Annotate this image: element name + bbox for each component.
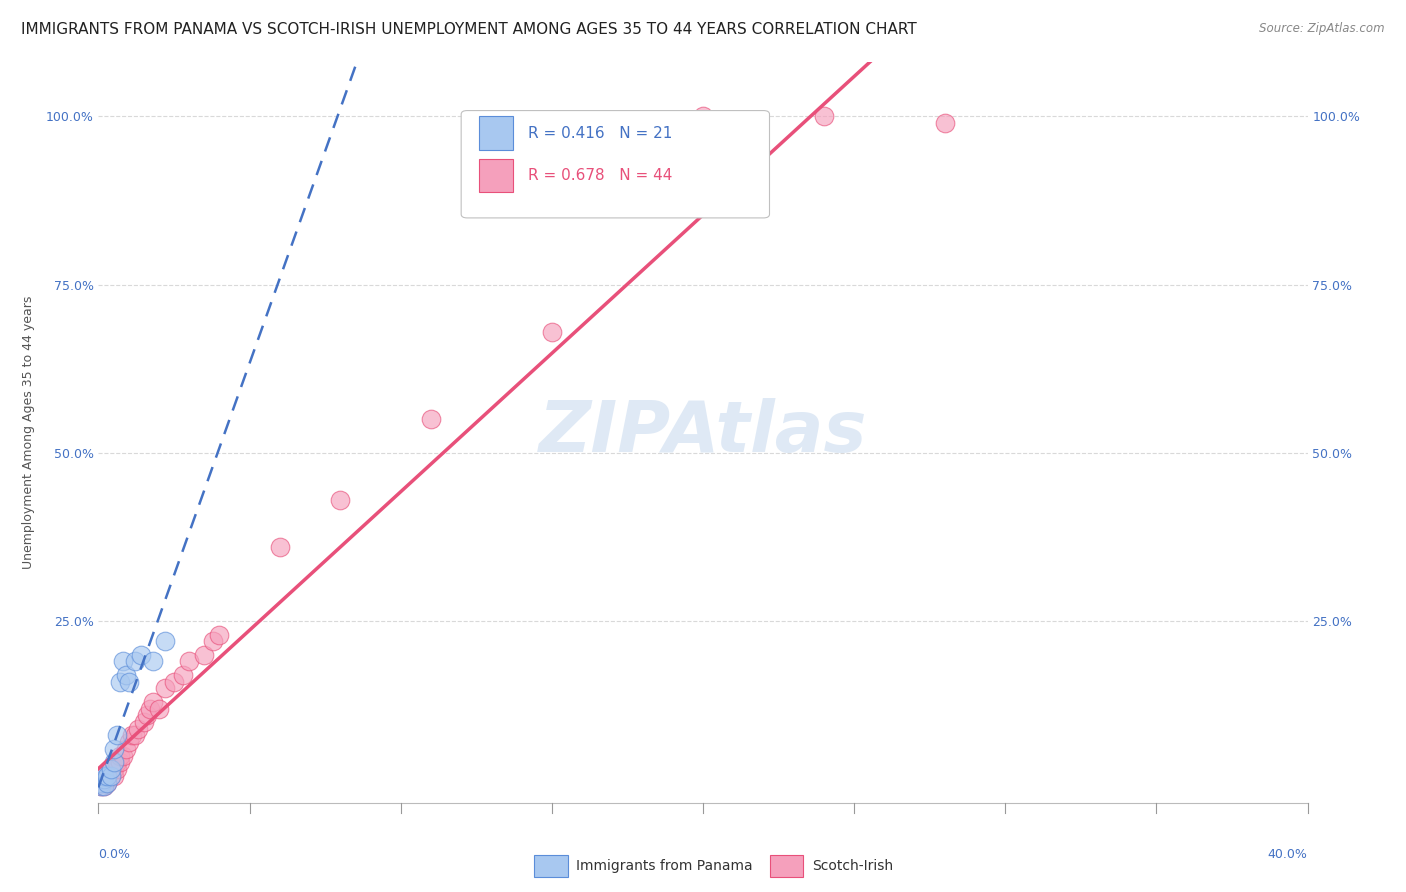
Point bbox=[111, 748, 134, 763]
Point bbox=[93, 772, 115, 787]
Point bbox=[179, 655, 201, 669]
Point bbox=[93, 775, 115, 789]
Point bbox=[93, 779, 115, 793]
Point bbox=[127, 722, 149, 736]
Point bbox=[114, 742, 136, 756]
Text: 40.0%: 40.0% bbox=[1268, 848, 1308, 862]
Point bbox=[105, 756, 128, 770]
Point bbox=[96, 769, 118, 783]
Point bbox=[329, 492, 352, 507]
Point bbox=[202, 634, 225, 648]
Point bbox=[103, 769, 125, 783]
Point bbox=[93, 769, 115, 783]
Point bbox=[108, 674, 131, 689]
Point bbox=[148, 701, 170, 715]
Point bbox=[105, 729, 128, 743]
Point bbox=[108, 748, 131, 763]
Text: R = 0.416   N = 21: R = 0.416 N = 21 bbox=[527, 126, 672, 141]
Point bbox=[153, 681, 176, 696]
Point bbox=[142, 695, 165, 709]
Point bbox=[90, 775, 112, 789]
Point bbox=[93, 769, 115, 783]
Bar bbox=[479, 159, 513, 192]
Point bbox=[90, 769, 112, 783]
Point bbox=[93, 772, 115, 787]
Point bbox=[105, 762, 128, 776]
Text: Source: ZipAtlas.com: Source: ZipAtlas.com bbox=[1260, 22, 1385, 36]
Text: ZIPAtlas: ZIPAtlas bbox=[538, 398, 868, 467]
Point bbox=[90, 769, 112, 783]
Point bbox=[100, 769, 122, 783]
Point bbox=[103, 742, 125, 756]
Point bbox=[540, 325, 562, 339]
Text: IMMIGRANTS FROM PANAMA VS SCOTCH-IRISH UNEMPLOYMENT AMONG AGES 35 TO 44 YEARS CO: IMMIGRANTS FROM PANAMA VS SCOTCH-IRISH U… bbox=[21, 22, 917, 37]
Text: Immigrants from Panama: Immigrants from Panama bbox=[576, 859, 752, 872]
Point bbox=[114, 668, 136, 682]
Point bbox=[124, 655, 146, 669]
Point bbox=[135, 708, 157, 723]
Y-axis label: Unemployment Among Ages 35 to 44 years: Unemployment Among Ages 35 to 44 years bbox=[21, 296, 35, 569]
Point bbox=[813, 109, 835, 123]
Point bbox=[96, 772, 118, 787]
Point bbox=[139, 701, 162, 715]
Text: Scotch-Irish: Scotch-Irish bbox=[811, 859, 893, 872]
Point bbox=[96, 775, 118, 789]
FancyBboxPatch shape bbox=[461, 111, 769, 218]
Bar bbox=[769, 855, 803, 877]
Point bbox=[90, 775, 112, 789]
Point bbox=[142, 655, 165, 669]
Text: 0.0%: 0.0% bbox=[98, 848, 131, 862]
Point bbox=[129, 648, 152, 662]
Point bbox=[153, 634, 176, 648]
Point bbox=[934, 116, 956, 130]
Point bbox=[100, 762, 122, 776]
Point bbox=[103, 756, 125, 770]
Point bbox=[269, 540, 291, 554]
Point bbox=[118, 735, 141, 749]
Point bbox=[90, 775, 112, 789]
Point bbox=[100, 769, 122, 783]
Point bbox=[124, 729, 146, 743]
Bar bbox=[479, 117, 513, 150]
Point bbox=[100, 762, 122, 776]
Point bbox=[93, 779, 115, 793]
Point bbox=[90, 779, 112, 793]
Point bbox=[96, 769, 118, 783]
Point bbox=[208, 627, 231, 641]
Bar bbox=[534, 855, 568, 877]
Text: R = 0.678   N = 44: R = 0.678 N = 44 bbox=[527, 168, 672, 183]
Point bbox=[193, 648, 215, 662]
Point bbox=[420, 412, 443, 426]
Point bbox=[121, 729, 143, 743]
Point bbox=[90, 779, 112, 793]
Point bbox=[172, 668, 194, 682]
Point bbox=[111, 655, 134, 669]
Point bbox=[96, 775, 118, 789]
Point bbox=[103, 762, 125, 776]
Point bbox=[108, 756, 131, 770]
Point bbox=[118, 674, 141, 689]
Point bbox=[163, 674, 186, 689]
Point bbox=[132, 714, 155, 729]
Point bbox=[692, 109, 714, 123]
